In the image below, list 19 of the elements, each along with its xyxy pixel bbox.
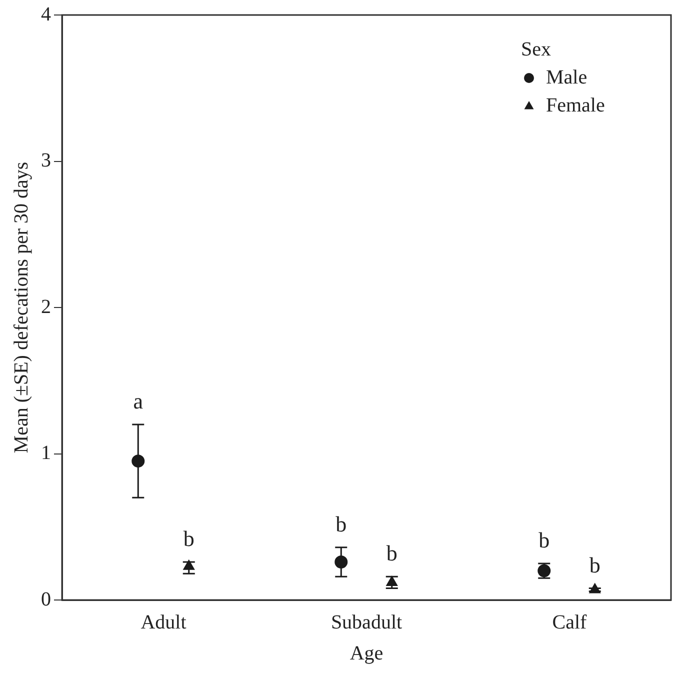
data-label: b — [336, 511, 347, 536]
x-tick-label: Adult — [140, 611, 187, 634]
legend-label: Female — [546, 94, 605, 116]
y-tick-label: 4 — [41, 3, 51, 26]
y-tick-label: 0 — [41, 588, 51, 610]
y-tick-label: 1 — [41, 442, 51, 464]
y-tick-label: 3 — [41, 150, 51, 172]
legend-label: Male — [546, 66, 588, 88]
data-label: a — [133, 388, 144, 414]
x-tick-label: Calf — [552, 611, 588, 634]
data-label: b — [589, 552, 600, 578]
x-axis-title: Age — [350, 642, 384, 664]
x-tick-label: Subadult — [330, 611, 402, 634]
data-label: b — [183, 526, 194, 551]
legend-title: Sex — [521, 38, 551, 60]
y-axis-title: Mean (±SE) defecations per 30 days — [10, 162, 32, 454]
data-label: b — [386, 540, 398, 566]
data-label: b — [538, 527, 550, 552]
y-tick-label: 2 — [41, 296, 51, 318]
